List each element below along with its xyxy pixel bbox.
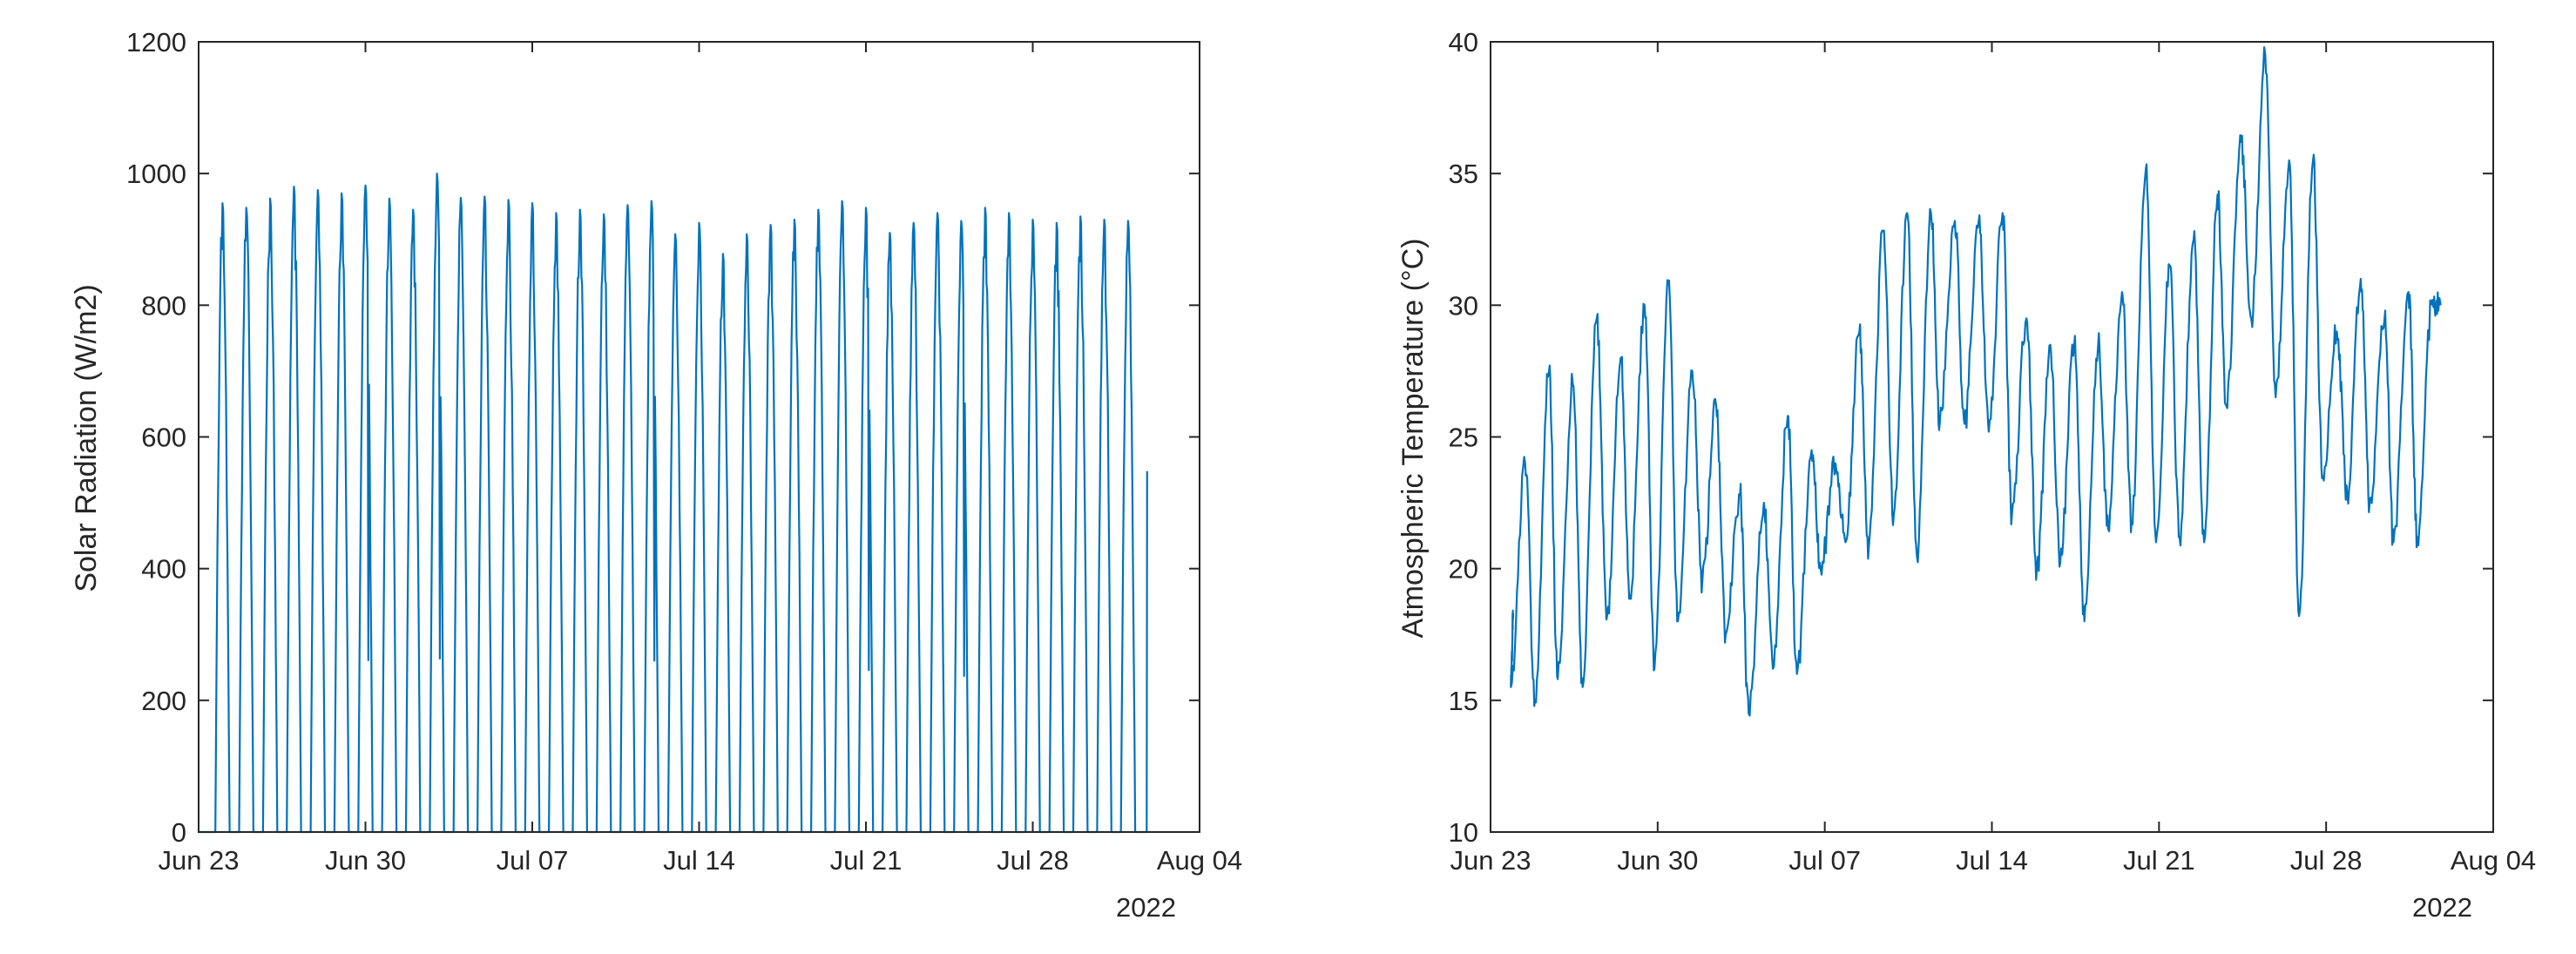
solar-radiation-x-tick-label: Jun 23	[158, 845, 239, 876]
atmospheric-temperature-y-tick-label: 40	[1449, 27, 1478, 58]
solar-radiation-y-axis-label: Solar Radiation (W/m2)	[70, 284, 103, 592]
atmospheric-temperature-y-tick-label: 25	[1449, 423, 1478, 453]
solar-radiation-axes: Jun 23 Jun 30 Jul 07 Jul 14 Jul 21 Jul 28 Aug …	[126, 27, 1242, 876]
atmospheric-temperature-chart: Jun 23 Jun 30 Jul 07 Jul 14 Jul 21 Jul 28 Aug …	[1396, 27, 2536, 923]
atmospheric-temperature-x-tick-label: Jul 14	[1956, 845, 2028, 876]
solar-radiation-x-tick-label: Jul 28	[997, 845, 1069, 876]
solar-radiation-y-tick-label: 200	[141, 686, 186, 716]
solar-radiation-x-tick-label: Jul 14	[663, 845, 735, 876]
atmospheric-temperature-year-label: 2022	[2412, 892, 2472, 923]
atmospheric-temperature-y-tick-label: 20	[1449, 554, 1478, 585]
atmospheric-temperature-x-tick-label: Jul 07	[1788, 845, 1861, 876]
atmospheric-temperature-y-tick-label: 10	[1449, 817, 1478, 848]
atmospheric-temperature-y-tick-label: 30	[1449, 290, 1478, 321]
atmospheric-temperature-axes: Jun 23 Jun 30 Jul 07 Jul 14 Jul 21 Jul 28 Aug …	[1449, 27, 2537, 876]
solar-radiation-x-tick-label: Jul 07	[497, 845, 569, 876]
solar-radiation-y-tick-label: 400	[141, 554, 186, 585]
atmospheric-temperature-x-tick-label: Aug 04	[2451, 845, 2536, 876]
solar-radiation-line	[199, 173, 1148, 834]
solar-radiation-y-tick-label: 600	[141, 423, 186, 453]
atmospheric-temperature-line	[1510, 46, 2442, 717]
atmospheric-temperature-plot-background	[1491, 42, 2493, 832]
solar-radiation-x-tick-label: Aug 04	[1157, 845, 1242, 876]
solar-radiation-y-tick-label: 800	[141, 290, 186, 321]
solar-radiation-y-tick-label: 1000	[126, 159, 186, 189]
solar-radiation-y-tick-label: 1200	[126, 27, 186, 58]
solar-radiation-x-tick-label: Jul 21	[830, 845, 903, 876]
atmospheric-temperature-x-tick-label: Jul 21	[2123, 845, 2195, 876]
solar-radiation-axes-box	[198, 41, 1200, 833]
atmospheric-temperature-axes-box	[1490, 41, 2494, 833]
atmospheric-temperature-y-tick-label: 15	[1449, 686, 1478, 716]
atmospheric-temperature-x-tick-label: Jun 23	[1450, 845, 1531, 876]
atmospheric-temperature-plot-area	[1491, 42, 2493, 832]
atmospheric-temperature-y-axis-label: Atmospheric Temperature (°C)	[1396, 239, 1430, 639]
atmospheric-temperature-x-tick-label: Jul 28	[2290, 845, 2363, 876]
solar-radiation-year-label: 2022	[1116, 892, 1176, 923]
atmospheric-temperature-series	[1510, 46, 2442, 717]
atmospheric-temperature-y-tick-label: 35	[1449, 159, 1478, 189]
solar-radiation-plot-background	[199, 42, 1200, 832]
atmospheric-temperature-x-tick-label: Jun 30	[1617, 845, 1698, 876]
solar-radiation-plot-area	[199, 42, 1200, 832]
solar-radiation-chart: Jun 23 Jun 30 Jul 07 Jul 14 Jul 21 Jul 28 Aug …	[70, 27, 1242, 923]
solar-radiation-x-tick-label: Jun 30	[325, 845, 406, 876]
solar-radiation-y-tick-label: 0	[172, 817, 186, 848]
solar-radiation-series	[199, 173, 1148, 834]
